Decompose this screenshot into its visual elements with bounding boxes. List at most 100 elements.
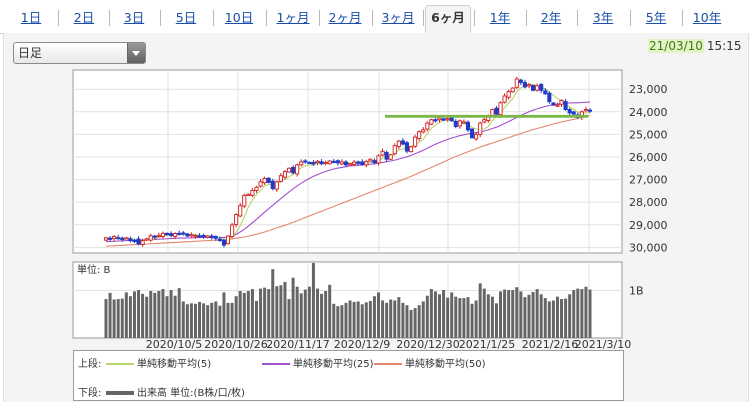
volume-bar [157,290,161,338]
candle-body [384,151,389,160]
volume-bar [360,304,364,338]
volume-bar [267,289,271,338]
candle-body [311,161,316,165]
candle-body [343,161,349,166]
tab-13[interactable]: 10年 [692,10,722,25]
volume-bar [580,289,584,338]
volume-bar [482,288,486,338]
tab-0[interactable]: 1日 [20,10,42,25]
tab-11[interactable]: 3年 [592,10,614,25]
volume-bar [381,300,385,338]
tab-1[interactable]: 2日 [73,10,95,25]
tab-5[interactable]: 1ヶ月 [276,10,310,25]
candle-body [160,232,165,237]
candle-body [551,102,556,106]
legend-upper-label: 上段: [78,359,102,370]
volume-bar [409,309,413,338]
candle-body [470,128,475,139]
candle-body [526,84,532,87]
tab-separator [473,10,475,26]
candle-body [189,234,194,237]
candle-body [449,116,454,122]
candle-body [274,181,279,190]
price-tick-label: 28,000 [629,196,668,209]
candle-body [234,214,239,225]
candle-body [193,235,198,238]
candle-body [347,163,353,166]
volume-bar [124,292,128,338]
x-tick-label: 2020/12/30 [396,338,459,351]
candle-body [368,158,373,162]
candle-body [201,235,206,238]
chart-type-select-value: 日足 [18,46,43,60]
volume-bar [210,302,214,338]
volume-bar [165,296,169,338]
volume-tick-label: 1B [629,285,644,298]
volume-bar [108,292,112,338]
candle-body [185,233,190,237]
chevron-down-icon[interactable] [127,43,145,63]
volume-bar [446,297,450,338]
candle-body [433,119,438,122]
tab-9[interactable]: 1年 [489,10,511,25]
tab-separator [319,10,320,26]
x-tick-label: 2021/2/16 [522,338,578,351]
candle-body [254,186,259,191]
candle-body [396,140,401,147]
ma25-line [105,101,591,243]
volume-bar [377,292,381,338]
tab-4[interactable]: 10日 [224,10,254,25]
volume-bar [503,289,507,338]
candle-body [531,85,536,91]
x-tick-label: 2020/12/9 [334,338,390,351]
volume-bar [275,286,279,338]
candle-body [559,100,564,105]
volume-bar [535,289,539,338]
candle-body [445,118,450,121]
volume-bar [433,291,437,338]
candle-body [352,161,357,166]
candle-body [339,161,344,165]
tab-8[interactable]: 6ヶ月 [425,5,471,33]
candle-body [225,235,231,245]
candle-body [518,79,523,83]
tab-2[interactable]: 3日 [123,10,145,25]
candle-body [408,146,414,153]
tab-10[interactable]: 2年 [540,10,562,25]
volume-bar [104,299,108,338]
tab-7[interactable]: 3ヶ月 [381,10,415,25]
candle-body [108,237,113,240]
tab-12[interactable]: 5年 [645,10,667,25]
tab-separator [160,10,161,26]
volume-bar [222,292,226,338]
volume-bar [246,290,250,338]
volume-bar [405,305,409,338]
volume-bar [214,301,218,338]
volume-bar [141,293,145,338]
last-update-time: 15:15 [706,39,742,53]
candle-body [230,224,235,238]
volume-bar [425,295,429,338]
candle-body [421,129,426,133]
candle-body [303,160,308,163]
chart-type-select[interactable]: 日足 [13,42,146,64]
tab-separator [525,10,527,26]
volume-bar [181,301,185,338]
tab-separator [57,10,59,26]
candle-body [266,177,271,183]
candle-body [144,238,149,241]
tab-3[interactable]: 5日 [175,10,197,25]
volume-bar [283,281,287,338]
candle-body [140,240,145,245]
volume-bar [523,297,527,338]
tab-6[interactable]: 2ヶ月 [328,10,362,25]
price-tick-label: 29,000 [629,219,668,232]
candle-body [506,91,511,98]
volume-bar [490,296,494,338]
candle-body [404,142,410,152]
volume-bar [132,291,136,338]
volume-bar [242,292,246,338]
candle-body [502,95,507,103]
volume-bar [254,300,258,338]
